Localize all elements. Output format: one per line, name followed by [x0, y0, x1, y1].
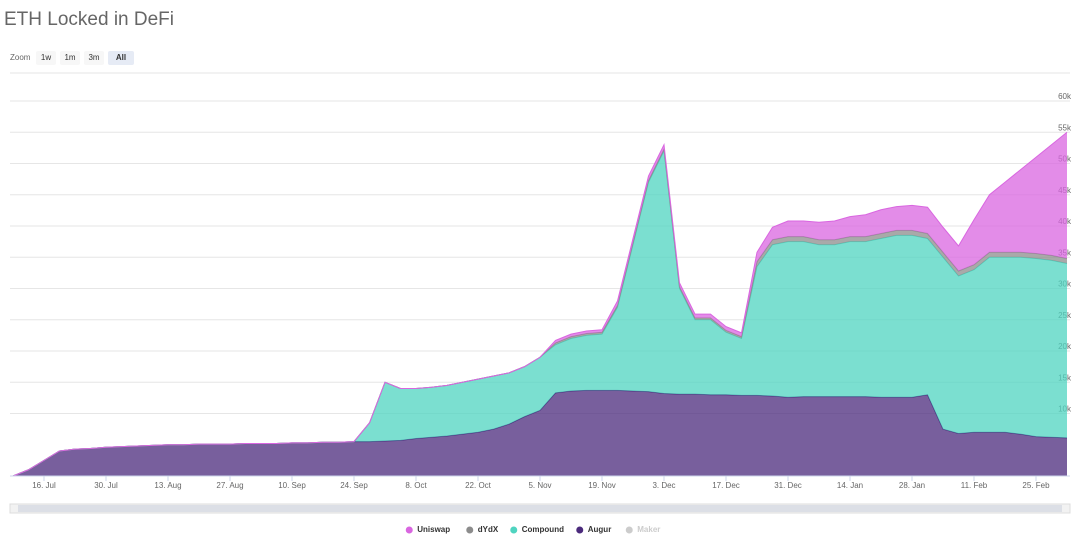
x-tick-label: 13. Aug	[154, 481, 181, 490]
legend-marker[interactable]	[466, 526, 474, 534]
zoom-button[interactable]	[108, 51, 134, 65]
legend-label[interactable]: dYdX	[478, 525, 499, 534]
x-tick-label: 5. Nov	[528, 481, 551, 490]
zoom-button-label[interactable]: All	[116, 53, 126, 62]
legend-label[interactable]: Uniswap	[417, 525, 450, 534]
area	[13, 151, 1067, 476]
x-tick-label: 10. Sep	[278, 481, 306, 490]
legend-label[interactable]: Maker	[637, 525, 660, 534]
zoom-button[interactable]	[36, 51, 56, 65]
area-line	[12, 131, 1068, 477]
x-tick-label: 22. Oct	[465, 481, 492, 490]
areas	[12, 131, 1068, 477]
legend-marker[interactable]	[576, 526, 584, 534]
x-tick-label: 8. Oct	[405, 481, 427, 490]
x-tick-label: 19. Nov	[588, 481, 616, 490]
x-tick-label: 24. Sep	[340, 481, 368, 490]
x-tick-label: 11. Feb	[961, 481, 988, 490]
zoom-button[interactable]	[60, 51, 80, 65]
legend-marker[interactable]	[510, 526, 518, 534]
legend-label[interactable]: Augur	[588, 525, 612, 534]
zoom-buttons: 1w 1m 3m All	[36, 51, 134, 65]
x-tick-label: 27. Aug	[216, 481, 243, 490]
zoom-button[interactable]	[84, 51, 104, 65]
legend-marker[interactable]	[625, 526, 633, 534]
legend: Uniswap dYdX Compound Augur Maker	[405, 525, 660, 534]
x-tick-label: 16. Jul	[32, 481, 56, 490]
legend-marker[interactable]	[405, 526, 413, 534]
x-tick-label: 31. Dec	[774, 481, 802, 490]
navigator-thumb[interactable]	[18, 505, 1062, 512]
zoom-label: Zoom	[10, 53, 31, 62]
x-tick-label: 3. Dec	[652, 481, 675, 490]
x-tick-label: 28. Jan	[899, 481, 925, 490]
chart-title: ETH Locked in DeFi	[4, 9, 174, 30]
area	[13, 390, 1067, 476]
x-tick-label: 14. Jan	[837, 481, 863, 490]
zoom-button-label[interactable]: 1m	[64, 53, 75, 62]
zoom-button-label[interactable]: 1w	[41, 53, 51, 62]
x-tick-label: 30. Jul	[94, 481, 118, 490]
x-tick-label: 25. Feb	[1022, 481, 1050, 490]
y-tick-label: 60k	[1058, 92, 1072, 101]
x-tick-label: 17. Dec	[712, 481, 740, 490]
legend-label[interactable]: Compound	[522, 525, 564, 534]
zoom-button-label[interactable]: 3m	[88, 53, 99, 62]
y-tick-label: 55k	[1058, 123, 1072, 132]
